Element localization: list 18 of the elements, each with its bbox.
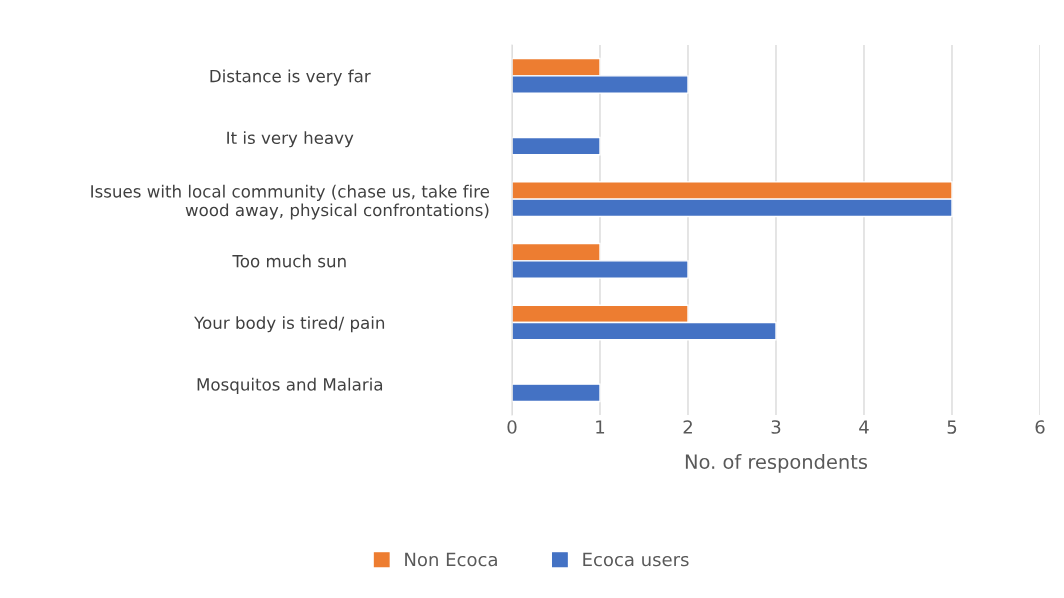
y-tick-label: Distance is very far [210,69,371,86]
x-tick-label: 3 [771,420,781,434]
y-tick-label: Mosquitos and Malaria [197,377,383,394]
x-tick-label: 5 [947,420,957,434]
bar [512,136,601,156]
x-tick-label: 0 [507,420,517,434]
x-tick-label: 4 [859,420,869,434]
y-tick-label: Your body is tired/ pain [194,316,385,333]
x-tick-label: 1 [596,420,605,434]
y-tick-label: Too much sun [232,254,346,268]
y-tick-label: It is very heavy [227,131,354,148]
x-tick-label: 2 [683,420,692,434]
x-axis-title: No. of respondents [685,454,868,473]
y-tick-label: Issues with local community (chase us, take fire wood away, physical confrontations) [91,184,490,220]
legend-label: Ecoca users [583,552,689,567]
x-tick-label: 6 [1035,420,1045,434]
legend-label: Non Ecoca [405,552,497,567]
bar [512,383,601,403]
